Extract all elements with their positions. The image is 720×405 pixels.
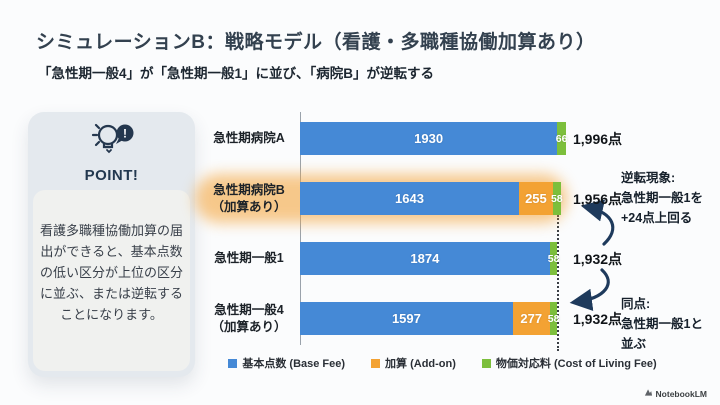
- legend-label: 基本点数 (Base Fee): [242, 358, 346, 370]
- chart-row: 急性期一般1 1874 58 1,932点: [205, 242, 710, 275]
- point-card: ! POINT! 看護多職種協働加算の届出ができると、基本点数の低い区分が上位の…: [28, 112, 195, 377]
- segment-value: 58: [547, 252, 560, 265]
- segment-value: 1643: [395, 191, 424, 206]
- segment-value: 58: [550, 192, 563, 205]
- chart-row: 急性期一般4 （加算あり） 1597 277 58 1,932点: [205, 302, 710, 335]
- annotation-tie: 同点: 急性期一般1と 並ぶ: [621, 297, 703, 351]
- total-label: 1,932点: [573, 310, 623, 327]
- total-label: 1,956点: [573, 190, 623, 207]
- cost-of-living-swatch-icon: [481, 358, 491, 368]
- y-axis-line: [300, 112, 301, 345]
- category-label: 急性期病院B （加算あり）: [211, 183, 287, 214]
- cost-of-living-segment: 58: [547, 302, 560, 335]
- notebooklm-logo-icon: [644, 388, 653, 399]
- notebooklm-watermark: NotebookLM: [644, 388, 707, 399]
- category-label: 急性期一般1: [214, 251, 284, 266]
- total-label: 1,996点: [573, 130, 623, 147]
- base-fee-swatch-icon: [228, 358, 238, 368]
- cost-of-living-segment: 66: [555, 122, 568, 155]
- base-fee-segment: 1874: [300, 242, 550, 275]
- svg-text:!: !: [123, 127, 127, 141]
- point-card-header: ! POINT!: [28, 120, 195, 184]
- point-body-card: 看護多職種協働加算の届出ができると、基本点数の低い区分が上位の区分に並ぶ、または…: [33, 190, 190, 371]
- bar-track: 1597 277 58: [300, 302, 566, 335]
- category-label: 急性期病院A: [213, 131, 285, 146]
- bar-track: 1930 66: [300, 122, 568, 155]
- legend-label: 物価対応料 (Cost of Living Fee): [495, 358, 657, 370]
- watermark-text: NotebookLM: [655, 388, 707, 399]
- chart-row-highlighted: 急性期病院B （加算あり） 1643 255 58 1,956点: [205, 182, 710, 215]
- stacked-bar-chart: 急性期病院A 1930 66 1,996点 急性期病院B （加算あり） 1643…: [205, 108, 710, 373]
- base-fee-segment: 1597: [300, 302, 513, 335]
- total-label: 1,932点: [573, 250, 623, 267]
- segment-value: 66: [555, 132, 568, 145]
- base-fee-segment: 1643: [300, 182, 519, 215]
- base-fee-segment: 1930: [300, 122, 558, 155]
- cost-of-living-segment: 58: [550, 182, 563, 215]
- segment-value: 255: [525, 191, 547, 206]
- legend-label: 加算 (Add-on): [385, 358, 456, 370]
- reference-line: [557, 215, 560, 351]
- point-body-text: 看護多職種協働加算の届出ができると、基本点数の低い区分が上位の区分に並ぶ、または…: [40, 223, 184, 323]
- legend-item-cost-of-living: 物価対応料 (Cost of Living Fee): [481, 355, 657, 371]
- annotation-reversal: 逆転現象: 急性期一般1を +24点上回る: [621, 171, 703, 225]
- segment-value: 1597: [391, 311, 421, 326]
- legend-item-add-on: 加算 (Add-on): [371, 355, 456, 371]
- add-on-swatch-icon: [371, 358, 381, 368]
- segment-value: 58: [547, 312, 560, 325]
- segment-value: 277: [520, 311, 543, 326]
- bar-track: 1643 255 58: [300, 182, 566, 215]
- chart-legend: 基本点数 (Base Fee) 加算 (Add-on) 物価対応料 (Cost …: [205, 355, 680, 371]
- segment-value: 1874: [410, 251, 440, 266]
- legend-item-base-fee: 基本点数 (Base Fee): [228, 355, 345, 371]
- segment-value: 1930: [414, 131, 444, 146]
- lightbulb-exclamation-icon: !: [83, 123, 141, 166]
- category-label: 急性期一般4 （加算あり）: [211, 303, 287, 334]
- slide-title: シミュレーションB：戦略モデル（看護・多職種協働加算あり）: [36, 32, 596, 53]
- cost-of-living-segment: 58: [547, 242, 560, 275]
- point-label: POINT!: [84, 167, 139, 184]
- bar-track: 1874 58: [300, 242, 566, 275]
- add-on-segment: 255: [518, 182, 553, 215]
- chart-row: 急性期病院A 1930 66 1,996点: [205, 122, 710, 155]
- add-on-segment: 277: [512, 302, 550, 335]
- slide-subtitle: 「急性期一般4」が「急性期一般1」に並び、「病院B」が逆転する: [38, 66, 435, 81]
